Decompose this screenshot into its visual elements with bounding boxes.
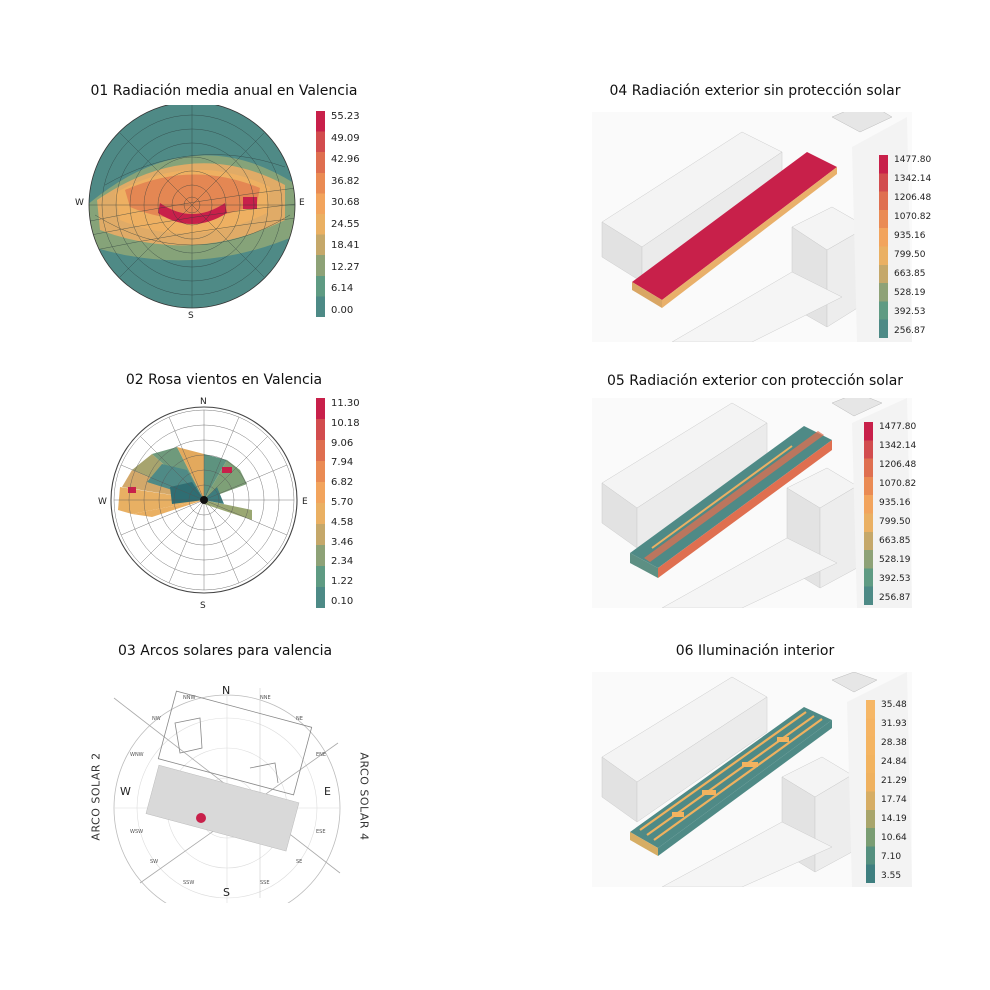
- direction-label: WNW: [130, 752, 144, 758]
- direction-label: NNW: [183, 695, 195, 701]
- compass-s-label: S: [200, 601, 206, 611]
- legend-label: 17.74: [881, 795, 907, 805]
- panel-01-title: 01 Radiación media anual en Valencia: [90, 83, 358, 99]
- legend-label: 30.68: [331, 197, 360, 209]
- compass-w-label: W: [75, 198, 84, 208]
- direction-label: ESE: [316, 829, 326, 835]
- legend-label: 1342.14: [879, 441, 917, 451]
- compass-n-label: N: [200, 397, 207, 407]
- legend-label: 24.84: [881, 757, 907, 767]
- direction-label: WSW: [130, 829, 143, 835]
- radiation-no-protection-legend: 1477.80 1342.14 1206.48 1070.82 935.16 799.50…: [879, 155, 943, 338]
- direction-label: NNE: [260, 695, 271, 701]
- direction-label: SW: [150, 859, 158, 865]
- direction-label: SSW: [183, 880, 194, 886]
- legend-color-bar: [866, 700, 875, 883]
- legend-color-bar: [864, 422, 873, 605]
- arco-solar-4-label: ARCO SOLAR 4: [357, 752, 371, 841]
- legend-label: 6.82: [331, 477, 354, 489]
- legend-label: 28.38: [881, 738, 907, 748]
- direction-label: NE: [296, 716, 303, 722]
- direction-label: SSE: [260, 880, 270, 886]
- legend-label: 528.19: [894, 288, 926, 298]
- legend-color-bar: [316, 398, 325, 608]
- legend-label: 0.10: [331, 596, 354, 607]
- legend-label: 21.29: [881, 776, 907, 786]
- legend-label: 7.94: [331, 457, 354, 469]
- legend-label: 663.85: [894, 269, 926, 279]
- panel-04-title: 04 Radiación exterior sin protección sol…: [609, 83, 901, 99]
- legend-label: 1206.48: [879, 460, 917, 470]
- legend-label: 2.34: [331, 556, 354, 568]
- legend-label: 1342.14: [894, 174, 932, 184]
- legend-color-bar: [879, 155, 888, 338]
- legend-label: 799.50: [879, 517, 911, 527]
- legend-label: 1477.80: [879, 422, 917, 432]
- legend-label: 528.19: [879, 555, 911, 565]
- legend-label: 392.53: [894, 307, 926, 317]
- legend-label: 10.64: [881, 833, 907, 843]
- legend-label: 35.48: [881, 700, 907, 710]
- legend-label: 3.46: [331, 536, 354, 548]
- legend-label: 4.58: [331, 516, 354, 528]
- direction-label: NW: [152, 716, 161, 722]
- legend-label: 1.22: [331, 576, 354, 588]
- panel-05-title: 05 Radiación exterior con protección sol…: [606, 373, 904, 389]
- interior-illumination-legend: 35.48 31.93 28.38 24.84 21.29 17.74 14.19 10.64…: [866, 700, 930, 883]
- arco-solar-2-label: ARCO SOLAR 2: [89, 752, 103, 841]
- legend-label: 663.85: [879, 536, 911, 546]
- legend-label: 1477.80: [894, 155, 932, 165]
- legend-label: 12.27: [331, 261, 360, 273]
- axonometric-view-04: [592, 112, 912, 342]
- direction-label: ENE: [316, 752, 326, 758]
- legend-label: 18.41: [331, 240, 360, 252]
- panel-06-title: 06 Iluminación interior: [675, 643, 835, 659]
- direction-label: SE: [296, 859, 302, 865]
- solar-arcs-diagram: N W E S NNW NNE NW NE WNW ENE WSW ESE SW…: [113, 684, 341, 903]
- legend-label: 24.55: [331, 218, 360, 230]
- compass-n-label: N: [222, 684, 230, 697]
- radiation-dome-chart: W E S: [75, 105, 305, 320]
- legend-label: 256.87: [879, 593, 911, 603]
- legend-label: 36.82: [331, 175, 360, 187]
- compass-w-label: W: [120, 785, 131, 798]
- legend-label: 11.30: [331, 398, 360, 409]
- legend-label: 31.93: [881, 719, 907, 729]
- panel-02-title: 02 Rosa vientos en Valencia: [125, 372, 323, 388]
- legend-label: 256.87: [894, 326, 926, 336]
- legend-label: 42.96: [331, 154, 360, 166]
- legend-label: 3.55: [881, 871, 902, 881]
- legend-label: 7.10: [881, 852, 902, 862]
- legend-label: 5.70: [331, 497, 354, 508]
- legend-label: 6.14: [331, 283, 354, 295]
- legend-label: 935.16: [894, 231, 926, 241]
- wind-rose-chart: N W E S: [98, 397, 308, 611]
- compass-w-label: W: [98, 497, 107, 507]
- legend-label: 1070.82: [894, 212, 932, 222]
- axonometric-view-06: [592, 672, 912, 887]
- compass-s-label: S: [188, 311, 194, 320]
- compass-e-label: E: [302, 497, 308, 507]
- compass-s-label: S: [223, 886, 230, 899]
- legend-label: 14.19: [881, 814, 907, 824]
- wind-rose-legend: 11.30 10.18 9.06 7.94 6.82 5.70 4.58 3.46 2.34 1.…: [316, 398, 380, 608]
- legend-label: 1070.82: [879, 479, 917, 489]
- legend-label: 799.50: [894, 250, 926, 260]
- radiation-with-protection-legend: 1477.80 1342.14 1206.48 1070.82 935.16 799.50…: [864, 422, 928, 605]
- compass-e-label: E: [299, 198, 305, 208]
- legend-color-bar: [316, 111, 325, 317]
- axonometric-view-05: [592, 398, 912, 608]
- legend-label: 935.16: [879, 498, 911, 508]
- legend-label: 55.23: [331, 111, 360, 122]
- legend-label: 392.53: [879, 574, 911, 584]
- panel-03-title: 03 Arcos solares para valencia: [117, 643, 333, 659]
- legend-label: 9.06: [331, 437, 354, 449]
- legend-label: 0.00: [331, 305, 354, 316]
- legend-label: 49.09: [331, 132, 360, 144]
- legend-label: 10.18: [331, 417, 360, 429]
- compass-e-label: E: [324, 785, 331, 798]
- radiation-dome-legend: 55.23 49.09 42.96 36.82 30.68 24.55 18.41 12.27…: [316, 111, 380, 317]
- legend-label: 1206.48: [894, 193, 932, 203]
